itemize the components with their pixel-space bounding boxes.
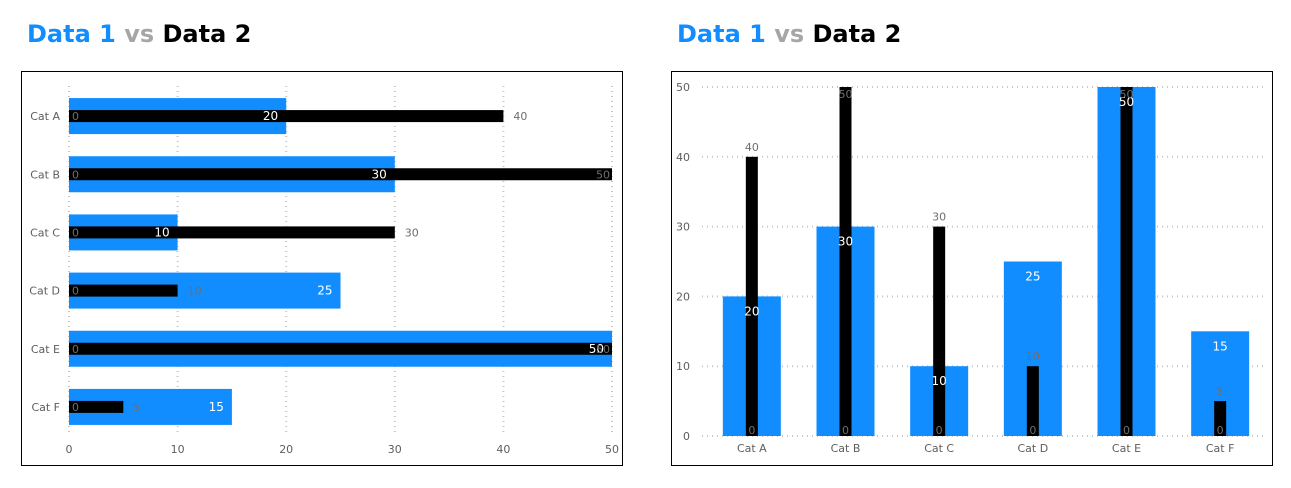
title-part-vs: vs xyxy=(774,20,805,48)
zero-label: 0 xyxy=(72,343,79,356)
zero-label: 0 xyxy=(1217,424,1224,437)
x-tick-label: Cat E xyxy=(1112,442,1141,455)
x-tick-label: Cat F xyxy=(1206,442,1235,455)
data-label-series1: 20 xyxy=(744,304,759,318)
x-tick-label: Cat C xyxy=(924,442,954,455)
right-chart-frame: 0 10 20 30 40 50 Cat A 0 20 40 Cat B 0 30 50 Cat C 0 10 3… xyxy=(671,71,1273,466)
data-label-series2: 5 xyxy=(133,401,140,414)
y-tick-label: 50 xyxy=(676,81,690,94)
data-label-series1: 50 xyxy=(589,342,604,356)
x-tick-label: Cat A xyxy=(737,442,767,455)
y-tick-label: Cat F xyxy=(31,401,60,414)
x-tick-label: 10 xyxy=(171,443,185,456)
bar-series2 xyxy=(1214,401,1227,436)
y-tick-label: 40 xyxy=(676,151,690,164)
x-tick-label: 30 xyxy=(388,443,402,456)
title-part-data2: Data 2 xyxy=(162,20,252,48)
bar-series2 xyxy=(69,110,504,123)
x-tick-label: 50 xyxy=(605,443,619,456)
bar-series2 xyxy=(933,226,946,436)
y-tick-label: 20 xyxy=(676,290,690,303)
zero-label: 0 xyxy=(1123,424,1130,437)
data-label-series2: 40 xyxy=(513,110,527,123)
data-label-series2: 50 xyxy=(1120,88,1134,101)
y-tick-label: Cat D xyxy=(29,285,60,298)
data-label-series1: 30 xyxy=(838,235,853,249)
y-tick-label: Cat A xyxy=(30,110,60,123)
zero-label: 0 xyxy=(72,110,79,123)
zero-label: 0 xyxy=(72,226,79,239)
x-tick-label: 40 xyxy=(496,443,510,456)
y-tick-label: 0 xyxy=(683,430,690,443)
zero-label: 0 xyxy=(936,424,943,437)
title-part-data2: Data 2 xyxy=(812,20,902,48)
data-label-series1: 25 xyxy=(1025,270,1040,284)
data-label-series1: 10 xyxy=(154,225,169,239)
x-tick-label: 0 xyxy=(66,443,73,456)
x-tick-label: 20 xyxy=(279,443,293,456)
x-tick-label: Cat D xyxy=(1017,442,1048,455)
zero-label: 0 xyxy=(72,401,79,414)
zero-label: 0 xyxy=(72,285,79,298)
bar-series2 xyxy=(745,156,758,437)
data-label-series2: 40 xyxy=(745,141,759,154)
bar-series2 xyxy=(69,342,612,355)
zero-label: 0 xyxy=(748,424,755,437)
y-tick-label: Cat C xyxy=(30,226,60,239)
data-label-series2: 30 xyxy=(932,211,946,224)
bar-series2 xyxy=(1026,366,1039,436)
zero-label: 0 xyxy=(842,424,849,437)
bar-series2 xyxy=(69,400,124,413)
chart-title-right: Data 1 vs Data 2 xyxy=(677,20,901,48)
data-label-series1: 10 xyxy=(932,374,947,388)
data-label-series2: 10 xyxy=(1026,350,1040,363)
data-label-series2: 10 xyxy=(188,285,202,298)
data-label-series1: 30 xyxy=(372,167,387,181)
data-label-series2: 30 xyxy=(405,226,419,239)
y-tick-label: Cat E xyxy=(31,343,60,356)
data-label-series2: 50 xyxy=(596,168,610,181)
data-label-series2: 50 xyxy=(839,88,853,101)
y-tick-label: Cat B xyxy=(30,168,60,181)
title-part-data1: Data 1 xyxy=(27,20,116,48)
title-part-vs: vs xyxy=(124,20,155,48)
data-label-series1: 25 xyxy=(317,284,332,298)
zero-label: 0 xyxy=(72,168,79,181)
bar-series2 xyxy=(69,284,178,297)
data-label-series2: 5 xyxy=(1217,385,1224,398)
data-label-series1: 15 xyxy=(1213,339,1228,353)
bar-series2 xyxy=(69,226,395,239)
data-label-series1: 15 xyxy=(209,400,224,414)
data-label-series1: 50 xyxy=(1119,95,1134,109)
bar-series2 xyxy=(69,168,612,181)
bar-series2 xyxy=(839,87,852,436)
data-label-series1: 20 xyxy=(263,109,278,123)
bar-series2 xyxy=(1120,87,1133,436)
y-tick-label: 10 xyxy=(676,360,690,373)
data-label-series2: 50 xyxy=(596,343,610,356)
y-tick-label: 30 xyxy=(676,221,690,234)
zero-label: 0 xyxy=(1029,424,1036,437)
chart-title-left: Data 1 vs Data 2 xyxy=(27,20,251,48)
left-chart-frame: 0 10 20 30 40 50 Cat A 0 20 40 Cat B 0 30 50 Cat C 0 10 3… xyxy=(21,71,623,466)
title-part-data1: Data 1 xyxy=(677,20,766,48)
x-tick-label: Cat B xyxy=(831,442,861,455)
